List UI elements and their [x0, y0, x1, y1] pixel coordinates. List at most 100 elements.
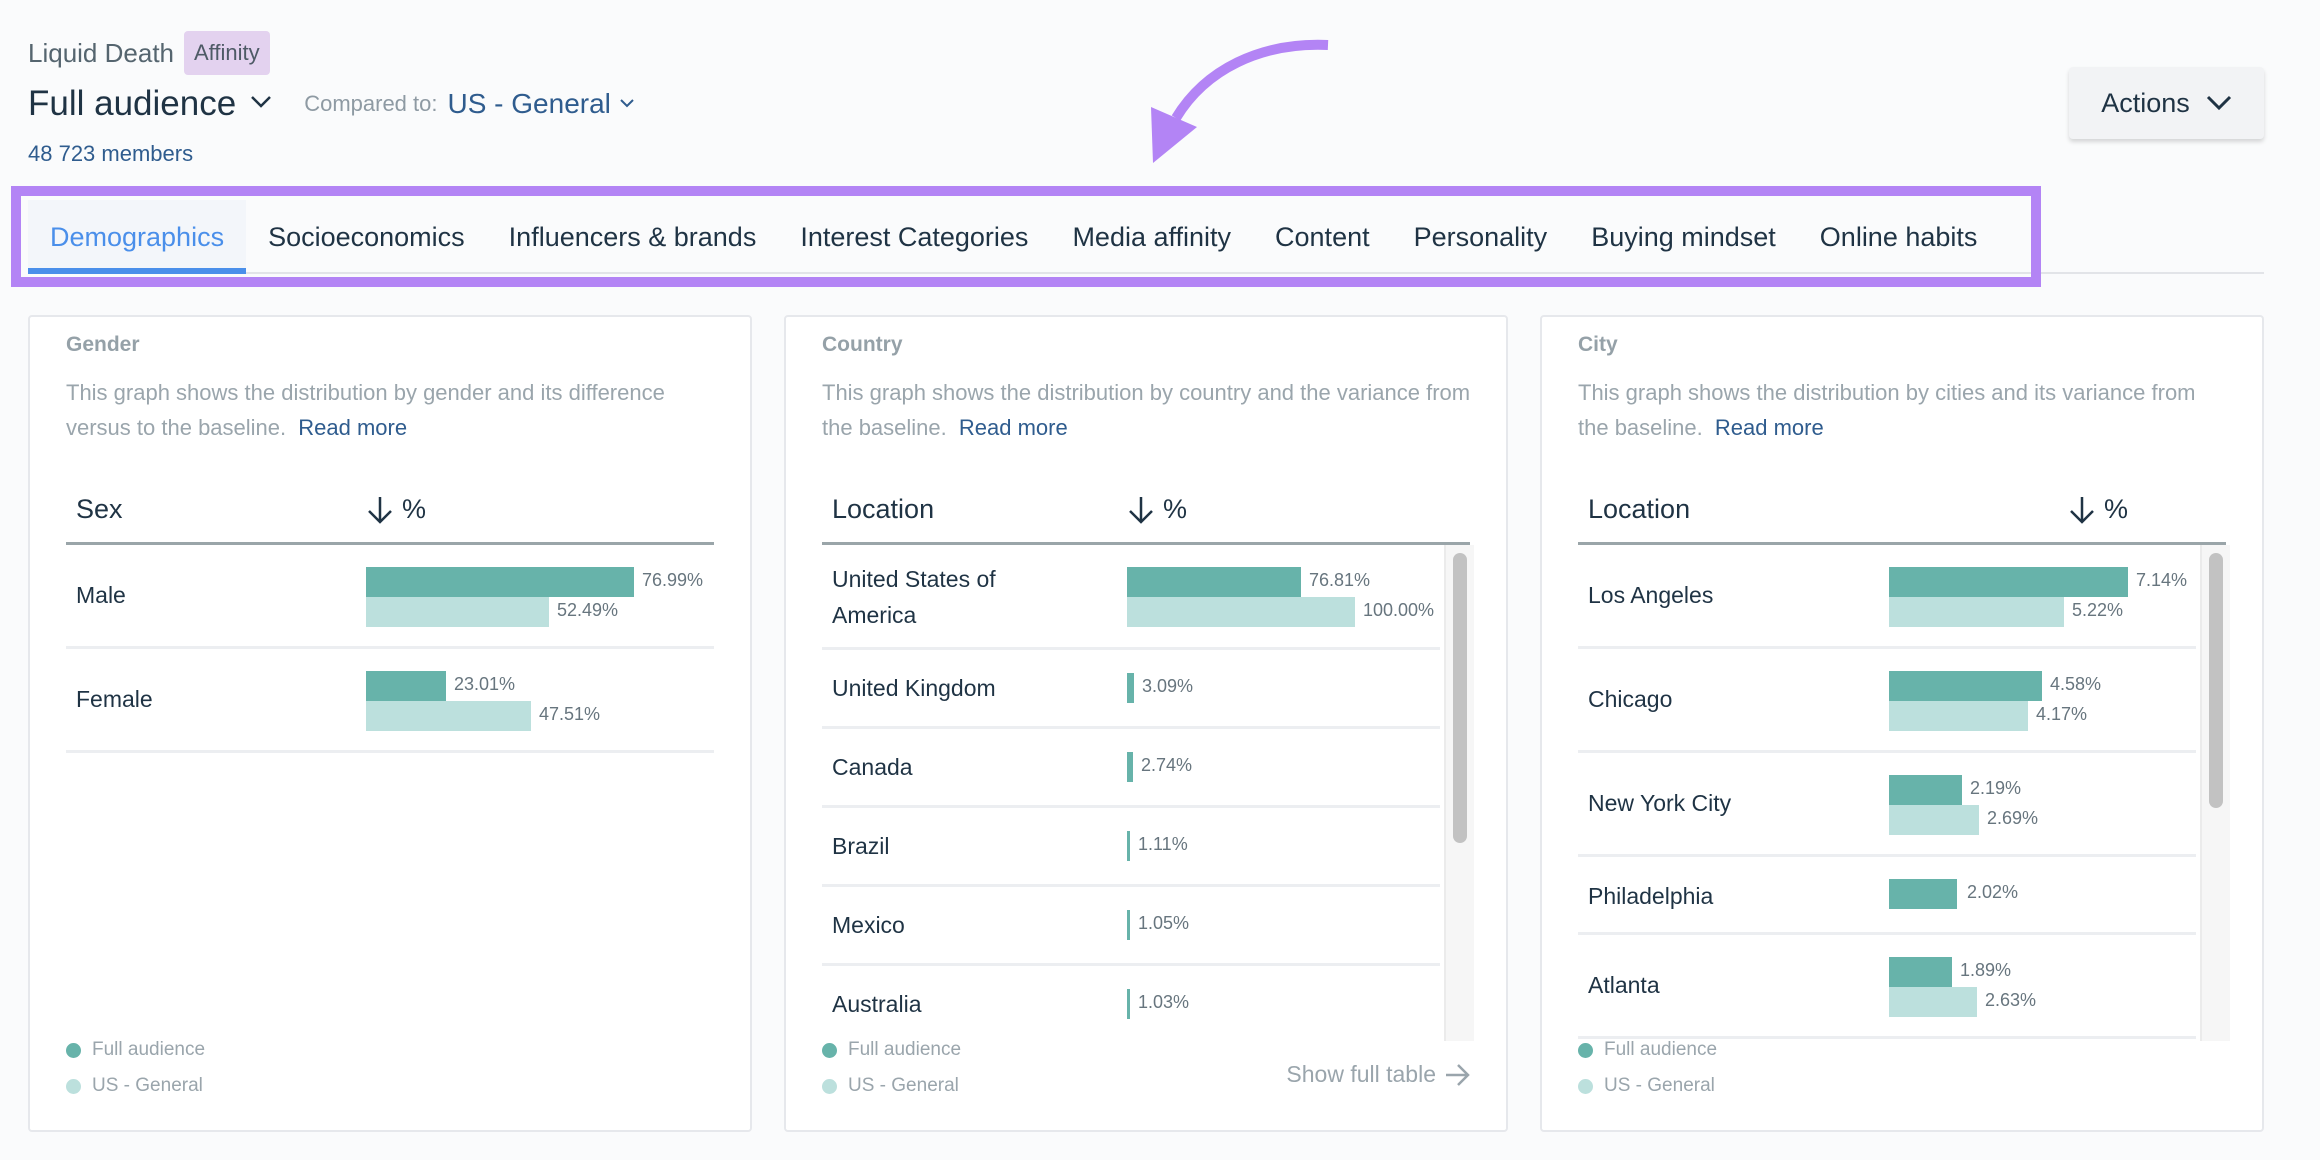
member-count[interactable]: 48 723 members — [28, 141, 194, 166]
legend-label: Full audience — [848, 1039, 962, 1060]
table-header: Sex % — [66, 477, 714, 545]
gender-panel: Gender This graph shows the distribution… — [28, 315, 752, 1132]
table-row: Chicago 4.58% 4.17% — [1578, 649, 2196, 753]
scrollbar-thumb[interactable] — [1453, 553, 1467, 843]
full-audience-bar — [1127, 752, 1133, 782]
description-text: This graph shows the distribution by gen… — [66, 380, 665, 440]
full-audience-value: 2.74% — [1141, 755, 1193, 775]
description-text: This graph shows the distribution by cou… — [822, 380, 1471, 440]
legend-label: US - General — [848, 1075, 959, 1096]
full-audience-bar — [366, 671, 446, 701]
sort-percent-button[interactable]: % — [366, 494, 426, 525]
table-header: Location % — [1578, 477, 2226, 545]
row-label: Male — [76, 582, 126, 608]
tab-socioeconomics[interactable]: Socioeconomics — [268, 221, 465, 252]
row-label: New York City — [1588, 790, 1732, 816]
baseline-value: 5.22% — [2072, 600, 2124, 620]
baseline-bar — [366, 701, 531, 731]
table-row: Canada 2.74% — [822, 729, 1440, 808]
sort-percent-button[interactable]: % — [2068, 494, 2128, 525]
table-row: United Kingdom 3.09% — [822, 650, 1440, 729]
tab-demographics[interactable]: Demographics — [28, 200, 247, 274]
full-audience-bar — [1889, 957, 1952, 987]
full-audience-value: 4.58% — [2050, 674, 2102, 694]
tab-media-affinity[interactable]: Media affinity — [1072, 221, 1232, 252]
table-body[interactable]: United States of America 76.81% 100.00% … — [822, 545, 1440, 1041]
show-full-table-link[interactable]: Show full table — [1286, 1061, 1470, 1088]
actions-button[interactable]: Actions — [2069, 67, 2264, 139]
row-label: United Kingdom — [832, 675, 996, 701]
full-audience-value: 76.81% — [1309, 570, 1371, 590]
chevron-down-icon[interactable] — [619, 95, 635, 113]
legend-label: US - General — [92, 1075, 203, 1096]
sort-percent-button[interactable]: % — [1127, 494, 1187, 525]
panel-title: Country — [822, 333, 903, 356]
full-audience-value: 23.01% — [454, 674, 516, 694]
column-header-location: Location — [1588, 494, 1691, 524]
full-audience-value: 2.19% — [1970, 778, 2022, 798]
full-audience-value: 76.99% — [642, 570, 704, 590]
panel-title: Gender — [66, 333, 140, 356]
column-header-percent: % — [1163, 494, 1188, 524]
full-audience-bar — [1889, 775, 1962, 805]
scrollbar-thumb[interactable] — [2209, 553, 2223, 808]
table-row: Mexico 1.05% — [822, 887, 1440, 966]
tab-content[interactable]: Content — [1275, 221, 1370, 252]
full-audience-value: 1.03% — [1138, 992, 1190, 1012]
baseline-value: 2.63% — [1985, 990, 2037, 1010]
tab-online-habits[interactable]: Online habits — [1819, 221, 1978, 252]
legend-dot-icon — [66, 1078, 81, 1094]
annotation-arrow-icon — [1151, 39, 1329, 163]
tab-influencers-brands[interactable]: Influencers & brands — [508, 221, 757, 252]
legend-label: Full audience — [1604, 1039, 1718, 1060]
chart-legend: Full audience US - General — [66, 1032, 205, 1104]
arrow-down-icon — [368, 496, 392, 524]
legend-item-base: US - General — [66, 1068, 205, 1104]
read-more-link[interactable]: Read more — [958, 415, 1068, 440]
chevron-down-icon[interactable] — [250, 95, 272, 114]
tab-buying-mindset[interactable]: Buying mindset — [1591, 221, 1776, 252]
table-row: Male 76.99% 52.49% — [66, 545, 714, 649]
chart-legend: Full audience US - General — [1578, 1032, 1717, 1104]
table-body[interactable]: Los Angeles 7.14% 5.22% Chicago 4.58% 4.… — [1578, 545, 2196, 1041]
table-header: Location % — [822, 477, 1470, 545]
tabs-divider — [28, 272, 2264, 274]
legend-item-base: US - General — [822, 1068, 961, 1104]
city-panel: City This graph shows the distribution b… — [1540, 315, 2264, 1132]
full-audience-bar — [366, 567, 634, 597]
baseline-value: 47.51% — [539, 704, 601, 724]
breadcrumb: Liquid Death Affinity — [28, 30, 270, 76]
read-more-link[interactable]: Read more — [298, 415, 408, 440]
audience-dropdown[interactable]: Full audience — [28, 84, 237, 123]
scrollbar[interactable] — [2200, 545, 2230, 1041]
country-panel: Country This graph shows the distributio… — [784, 315, 1508, 1132]
tab-bar: Demographics Socioeconomics Influencers … — [28, 200, 1999, 274]
table-row: Los Angeles 7.14% 5.22% — [1578, 545, 2196, 649]
baseline-dropdown[interactable]: US - General — [447, 88, 611, 119]
baseline-bar — [1127, 597, 1355, 627]
baseline-value: 4.17% — [2036, 704, 2088, 724]
legend-label: US - General — [1604, 1075, 1715, 1096]
baseline-bar — [1889, 805, 1979, 835]
row-label: Female — [76, 686, 153, 712]
row-label: Los Angeles — [1588, 582, 1714, 608]
column-header-percent: % — [402, 494, 427, 524]
row-label: Brazil — [832, 833, 890, 859]
full-audience-value: 7.14% — [2136, 570, 2188, 590]
full-audience-bar — [1127, 989, 1130, 1019]
brand-name: Liquid Death — [28, 37, 174, 68]
baseline-value: 100.00% — [1363, 600, 1435, 620]
arrow-down-icon — [2070, 496, 2094, 524]
legend-dot-icon — [822, 1042, 837, 1058]
tab-personality[interactable]: Personality — [1413, 221, 1548, 252]
full-audience-bar — [1889, 567, 2128, 597]
arrow-down-icon — [1129, 496, 1153, 524]
row-label: Mexico — [832, 912, 905, 938]
read-more-link[interactable]: Read more — [1714, 415, 1824, 440]
full-audience-bar — [1127, 567, 1301, 597]
tab-interest-categories[interactable]: Interest Categories — [800, 221, 1029, 252]
legend-item-full: Full audience — [822, 1032, 961, 1068]
legend-dot-icon — [1578, 1042, 1593, 1058]
legend-item-full: Full audience — [66, 1032, 205, 1068]
scrollbar[interactable] — [1444, 545, 1474, 1041]
